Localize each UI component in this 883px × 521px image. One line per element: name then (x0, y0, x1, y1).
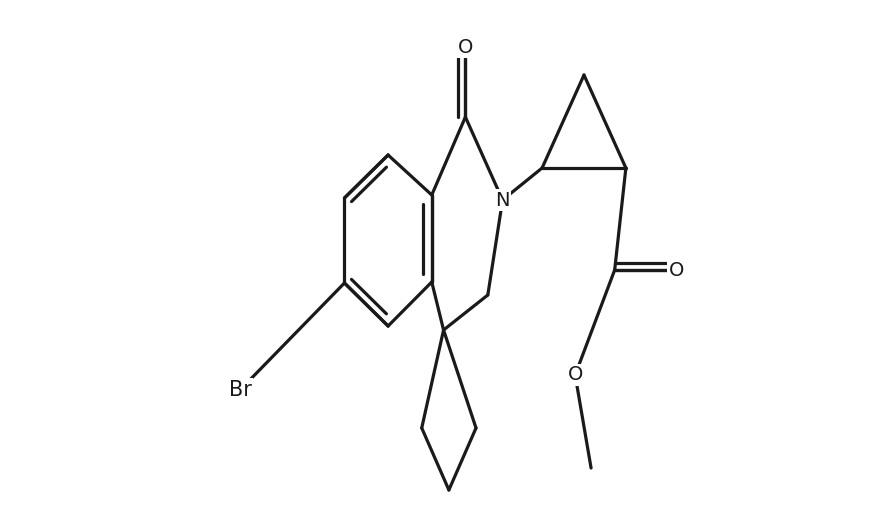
Text: O: O (669, 260, 684, 279)
Text: O: O (568, 366, 583, 384)
Text: N: N (495, 191, 509, 209)
Text: Br: Br (229, 380, 252, 400)
Text: O: O (457, 38, 473, 56)
